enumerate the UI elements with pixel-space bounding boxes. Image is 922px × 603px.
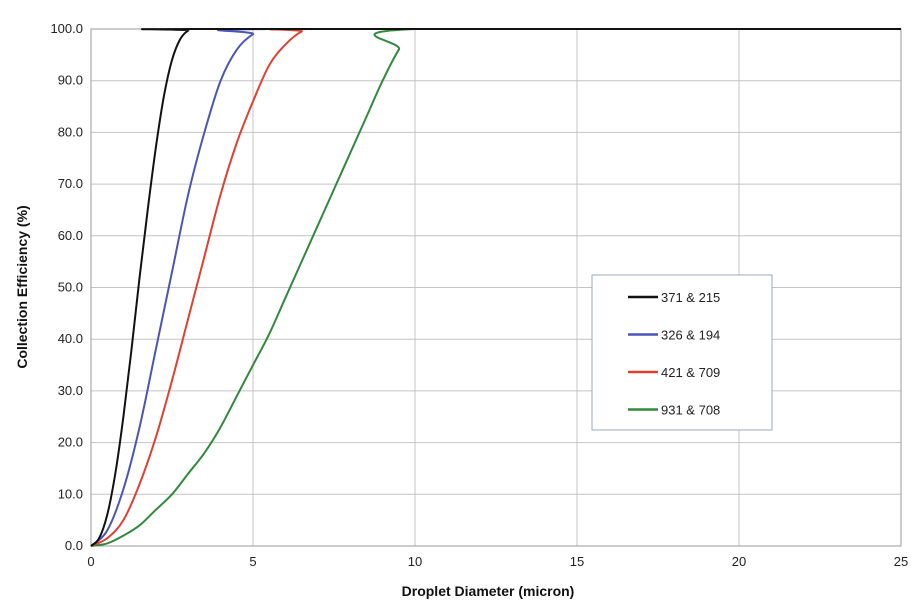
x-tick-label: 10 — [408, 554, 422, 569]
series-line — [90, 27, 901, 547]
x-tick-label: 25 — [894, 554, 908, 569]
series-line — [90, 27, 901, 547]
legend-label: 326 & 194 — [661, 328, 720, 343]
x-axis-title: Droplet Diameter (micron) — [402, 583, 575, 599]
y-tick-label: 70.0 — [58, 176, 83, 191]
legend-label: 931 & 708 — [661, 403, 720, 418]
y-tick-label: 20.0 — [58, 435, 83, 450]
y-tick-label: 40.0 — [58, 331, 83, 346]
legend-box — [591, 274, 773, 431]
y-tick-label: 80.0 — [58, 124, 83, 139]
series-layer — [90, 27, 901, 547]
x-axis-ticks: 0 5 10 15 20 25 — [87, 554, 908, 569]
legend: 371 & 215 326 & 194 421 & 709 931 & 708 — [591, 274, 773, 431]
y-tick-label: 0.0 — [65, 538, 83, 553]
legend-label: 421 & 709 — [661, 365, 720, 380]
x-tick-label: 20 — [732, 554, 746, 569]
y-tick-label: 60.0 — [58, 228, 83, 243]
y-tick-label: 50.0 — [58, 280, 83, 295]
x-tick-label: 15 — [570, 554, 584, 569]
y-tick-label: 90.0 — [58, 73, 83, 88]
y-axis-title: Collection Efficiency (%) — [14, 205, 30, 368]
x-tick-label: 0 — [87, 554, 94, 569]
y-tick-label: 10.0 — [58, 486, 83, 501]
y-tick-label: 30.0 — [58, 383, 83, 398]
x-tick-label: 5 — [249, 554, 256, 569]
legend-label: 371 & 215 — [661, 290, 720, 305]
y-axis-ticks: 0.0 10.0 20.0 30.0 40.0 50.0 60.0 70.0 80.0 90.0 1… — [50, 21, 83, 553]
y-tick-label: 100.0 — [50, 21, 83, 36]
